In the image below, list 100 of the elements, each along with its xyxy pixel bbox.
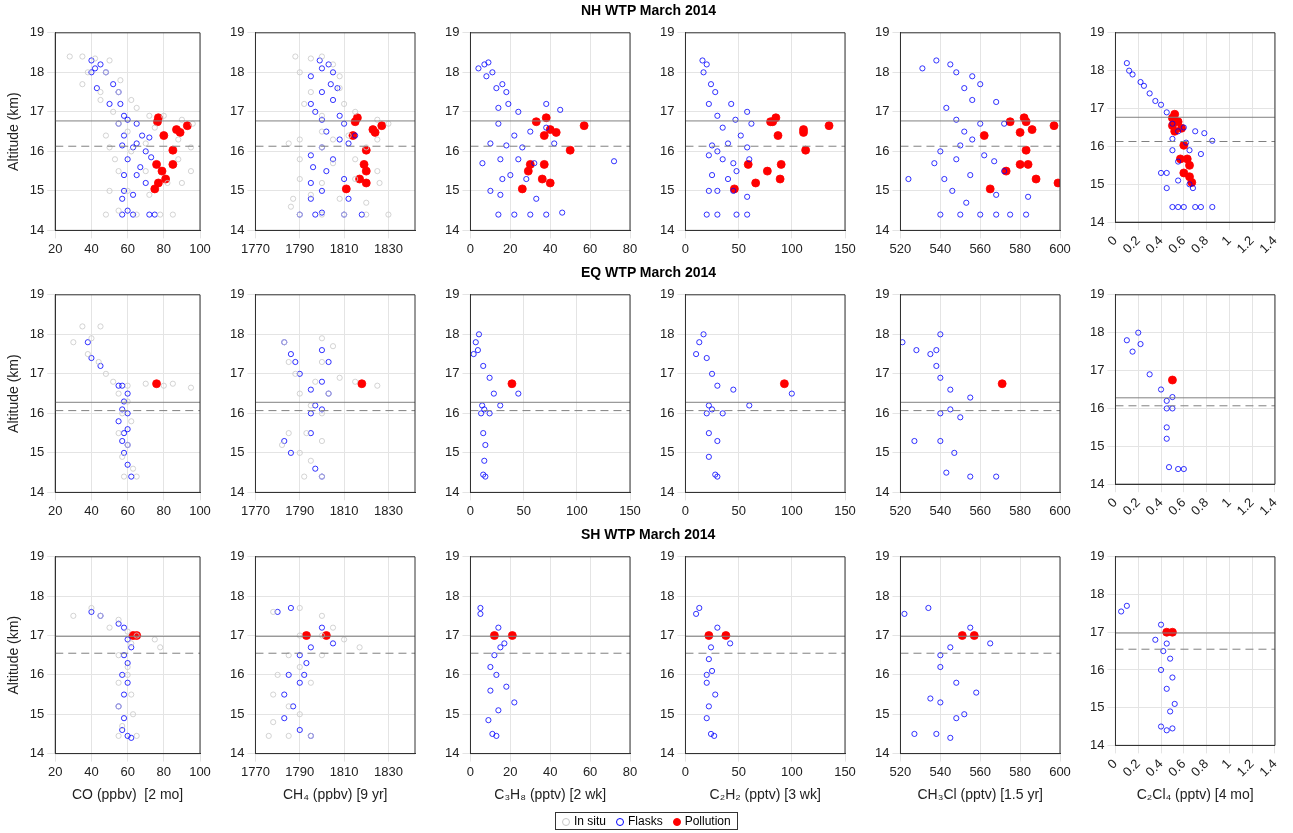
y-tick-label: 19 [659,286,675,302]
x-tick-label: 560 [969,240,992,256]
y-tick-label: 17 [1089,100,1105,116]
x-tick-label: 20 [48,240,63,256]
x-tick-label: 1 [1218,494,1235,511]
y-tick-label: 17 [29,365,45,381]
y-tick-label: 16 [29,666,45,682]
x-tick-label: 1.2 [1233,232,1257,257]
y-tick-label: 16 [444,404,460,420]
y-tick-label: 16 [444,666,460,682]
y-tick-label: 16 [874,142,890,158]
y-tick-label: 14 [1089,213,1105,229]
x-tick-label: 80 [156,240,172,256]
x-tick-label: 60 [582,240,598,256]
y-tick-label: 18 [659,63,675,79]
x-tick-label: 0.6 [1165,232,1189,257]
chart-title: EQ WTP March 2014 [581,264,717,280]
y-tick-label: 16 [1089,138,1105,154]
y-tick-label: 19 [229,548,245,564]
y-tick-label: 17 [1089,362,1105,378]
x-tick-label: 80 [156,502,172,518]
x-tick-label: 1830 [373,502,403,518]
y-tick-label: 14 [29,745,45,761]
x-tick-label: 40 [543,763,558,779]
y-tick-label: 18 [229,325,245,341]
x-tick-label: 40 [84,240,99,256]
y-tick-label: 15 [874,182,890,198]
x-tick-label: 1810 [329,502,359,518]
y-tick-label: 15 [29,705,45,721]
x-tick-label: 0.2 [1119,232,1143,257]
chart-title: SH WTP March 2014 [581,526,716,542]
y-tick-label: 18 [659,587,675,603]
y-tick-label: 19 [874,286,890,302]
x-tick-label: 150 [619,502,641,518]
x-tick-label: 1790 [285,502,315,518]
y-tick-label: 19 [444,286,460,302]
x-tick-label: 1830 [373,763,403,779]
y-tick-label: 15 [659,444,675,460]
x-tick-label: 0.4 [1142,494,1166,519]
x-axis-title: CH₃Cl (pptv) [1.5 yr] [917,786,1043,803]
y-axis-title: Altitude (km) [5,354,22,433]
x-axis-title: C₂Cl₄ (pptv) [4 mo] [1136,786,1254,803]
y-tick-label: 17 [229,627,245,643]
y-tick-label: 14 [659,221,675,237]
y-tick-label: 14 [229,745,245,761]
y-tick-label: 18 [874,325,890,341]
x-axis-title: C₂H₂ (pptv) [3 wk] [709,786,821,803]
y-tick-label: 18 [444,63,460,79]
y-tick-label: 16 [659,142,675,158]
x-tick-label: 580 [1009,240,1031,256]
y-tick-label: 17 [874,103,890,119]
y-tick-label: 16 [229,666,245,682]
y-tick-label: 16 [659,666,675,682]
x-tick-label: 1.4 [1256,232,1280,257]
x-tick-label: 0.4 [1142,232,1166,257]
x-tick-label: 1 [1218,232,1235,249]
x-tick-label: 1830 [373,240,403,256]
x-tick-label: 540 [929,502,952,518]
x-tick-label: 50 [516,502,531,518]
y-tick-label: 14 [444,745,460,761]
x-tick-label: 50 [731,502,746,518]
x-axis-title: C₃H₈ (pptv) [2 wk] [494,786,607,803]
y-tick-label: 18 [229,587,245,603]
x-tick-label: 0 [681,240,690,256]
x-axis-title: CO (ppbv) [2 mo] [72,786,184,803]
x-tick-label: 50 [731,240,746,256]
y-tick-label: 16 [874,404,890,420]
x-tick-label: 0 [1104,755,1121,772]
x-tick-label: 0.8 [1187,494,1212,519]
x-tick-label: 0.2 [1119,755,1143,780]
x-tick-label: 0 [466,763,475,779]
x-tick-label: 1790 [285,763,315,779]
y-tick-label: 18 [444,325,460,341]
x-tick-label: 1810 [329,240,359,256]
y-tick-label: 14 [659,745,675,761]
x-tick-label: 40 [84,502,99,518]
x-tick-label: 540 [929,240,952,256]
x-tick-label: 1.2 [1233,494,1257,519]
y-tick-label: 18 [1089,62,1105,78]
x-tick-label: 80 [622,240,638,256]
x-tick-label: 1.4 [1256,494,1280,519]
x-tick-label: 1790 [285,240,315,256]
y-tick-label: 14 [229,221,245,237]
y-tick-label: 18 [29,63,45,79]
x-tick-label: 0 [1104,494,1121,511]
x-tick-label: 0 [1104,232,1121,249]
y-tick-label: 18 [659,325,675,341]
y-tick-label: 18 [1089,324,1105,340]
y-tick-label: 16 [229,142,245,158]
x-tick-label: 20 [503,763,518,779]
legend-label: In situ [573,814,607,828]
x-tick-label: 520 [889,763,912,779]
x-tick-label: 100 [189,240,211,256]
x-tick-label: 540 [929,763,952,779]
y-tick-label: 15 [659,182,675,198]
y-tick-label: 19 [659,548,675,564]
x-tick-label: 0 [466,240,475,256]
x-tick-label: 80 [156,763,172,779]
y-tick-label: 19 [29,548,45,564]
x-tick-label: 520 [889,502,912,518]
